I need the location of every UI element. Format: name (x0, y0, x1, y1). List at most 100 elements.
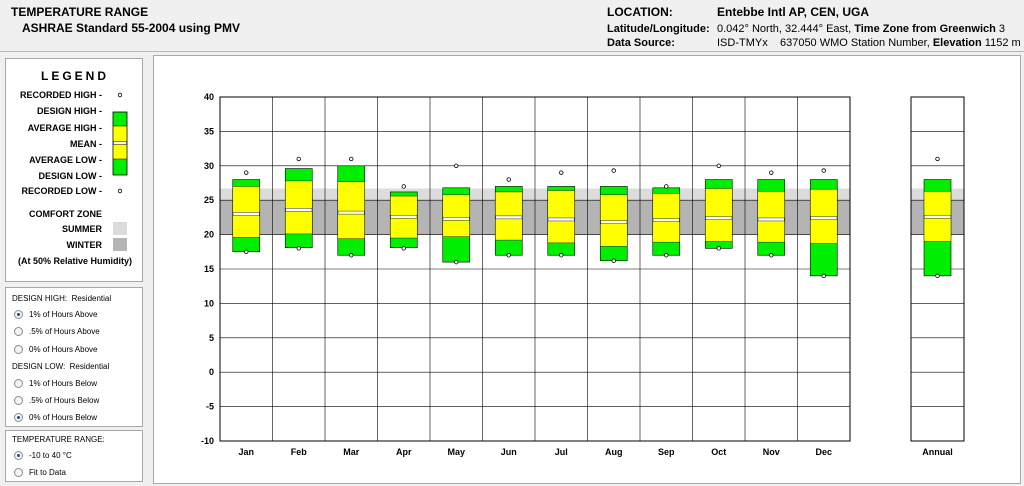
timezone-label: Time Zone from Greenwich (854, 23, 996, 35)
design-low-option-1[interactable]: 1% of Hours Below (14, 379, 97, 388)
legend-rh-note: (At 50% Relative Humidity) (17, 256, 133, 266)
y-tick-label: 10 (204, 298, 214, 308)
month-jan-average-range-bar (233, 186, 260, 238)
month-dec-recorded-low-dot (821, 273, 826, 279)
legend-mean-line (113, 141, 127, 145)
y-tick-label: 5 (209, 333, 214, 343)
month-nov-average-range-bar (758, 191, 785, 243)
legend-winter: WINTER (66, 240, 103, 250)
legend-recorded-low: RECORDED LOW - (21, 186, 103, 196)
month-sep-average-range-bar (653, 193, 680, 243)
month-feb-recorded-high-dot (296, 156, 301, 162)
month-jun-recorded-high-dot (506, 177, 511, 182)
radio-icon[interactable] (14, 379, 23, 388)
month-feb-average-range-bar (285, 180, 312, 234)
design-low-mode: Residential (69, 362, 110, 371)
month-jul-average-range-bar (548, 190, 575, 243)
legend-average-low: AVERAGE LOW - (29, 155, 102, 165)
month-apr-mean-line (390, 215, 418, 219)
radio-icon[interactable] (14, 468, 23, 477)
latlon-label: Latitude/Longitude: (607, 23, 710, 35)
radio-icon[interactable] (14, 345, 23, 354)
range-option-fixed[interactable]: -10 to 40 °C (14, 451, 72, 460)
month-apr-recorded-low-dot (401, 246, 406, 251)
month-jan-recorded-low-dot (244, 249, 249, 254)
month-dec-average-range-bar (810, 189, 837, 244)
legend-comfort-zone: COMFORT ZONE (29, 209, 102, 219)
x-tick-label: May (447, 447, 465, 457)
month-mar-average-range-bar (338, 181, 365, 239)
legend-average-high: AVERAGE HIGH - (27, 123, 102, 133)
x-tick-label: Sep (658, 447, 675, 457)
annual-mean-line (924, 215, 951, 219)
month-aug-mean-line (600, 220, 628, 224)
design-low-option-2[interactable]: .5% of Hours Below (14, 396, 99, 405)
month-dec-mean-line (810, 216, 838, 220)
x-tick-label: Jun (501, 447, 517, 457)
month-nov-recorded-low-dot (769, 253, 774, 258)
design-high-option-2[interactable]: .5% of Hours Above (14, 327, 100, 336)
elevation-value: 1152 m (984, 37, 1021, 49)
month-feb-mean-line (285, 208, 313, 212)
month-jul-recorded-low-dot (559, 253, 564, 258)
x-tick-label: Feb (291, 447, 308, 457)
source-label: Data Source: (607, 37, 675, 49)
x-tick-label: Nov (763, 447, 780, 457)
month-nov-mean-line (757, 217, 785, 222)
timezone-value: 3 (998, 23, 1006, 35)
month-may-mean-line (442, 217, 470, 221)
location-label: LOCATION: (607, 5, 673, 19)
range-option-fit[interactable]: Fit to Data (14, 468, 66, 477)
y-tick-label: 30 (204, 161, 214, 171)
range-heading: TEMPERATURE RANGE: (12, 435, 105, 444)
x-tick-label: Aug (605, 447, 623, 457)
legend-title: LEGEND (40, 69, 109, 83)
legend-summer-swatch (113, 222, 127, 235)
y-tick-label: 15 (204, 264, 214, 274)
page-title: TEMPERATURE RANGE (11, 5, 149, 19)
design-high-heading: DESIGN HIGH: Residential (12, 294, 112, 303)
legend-bar-icon (112, 92, 128, 194)
month-nov-recorded-high-dot (769, 170, 774, 175)
month-aug-average-range-bar (600, 194, 627, 247)
month-aug-recorded-low-dot (611, 258, 616, 263)
month-jan-recorded-high-dot (244, 170, 249, 175)
legend-panel: LEGEND RECORDED HIGH - DESIGN HIGH - AVE… (5, 58, 143, 282)
legend-design-low: DESIGN LOW - (38, 171, 103, 181)
source-value: ISD-TMYx (717, 37, 768, 49)
location-name: Entebbe Intl AP, CEN, UGA (717, 5, 870, 19)
source-line: ISD-TMYx 637050 WMO Station Number, Elev… (717, 37, 1021, 49)
month-feb-recorded-low-dot (296, 246, 301, 251)
annual-label: Annual (922, 447, 953, 457)
radio-selected-icon[interactable] (14, 310, 23, 319)
month-mar-mean-line (337, 210, 365, 215)
design-low-option-3[interactable]: 0% of Hours Below (14, 413, 97, 422)
annual-frame (910, 96, 965, 442)
month-jun-mean-line (495, 215, 523, 220)
temperature-range-chart: -10 -5 0 5 10 15 20 25 30 35 40 Jan Feb Mar Apr May Jun J… (201, 92, 965, 457)
y-tick-label: -10 (201, 436, 214, 446)
latlon-value: 0.042° North, 32.444° East, (717, 23, 852, 35)
y-tick-label: 25 (204, 195, 214, 205)
design-high-option-1[interactable]: 1% of Hours Above (14, 310, 97, 319)
x-tick-label: Jul (555, 447, 568, 457)
radio-icon[interactable] (14, 396, 23, 405)
month-may-recorded-high-dot (454, 163, 459, 168)
y-tick-label: 35 (204, 126, 214, 136)
latlon-line: 0.042° North, 32.444° East, Time Zone fr… (717, 23, 1005, 35)
header: TEMPERATURE RANGE ASHRAE Standard 55-200… (0, 0, 1024, 52)
legend-recorded-high-dot (117, 92, 123, 98)
x-tick-label: Oct (711, 447, 726, 457)
chart-panel: -10 -5 0 5 10 15 20 25 30 35 40 Jan Feb Mar Apr May Jun J… (153, 55, 1021, 484)
radio-selected-icon[interactable] (14, 413, 23, 422)
annual-recorded-high-dot (935, 156, 940, 162)
month-oct-recorded-low-dot (716, 246, 721, 251)
month-oct-recorded-high-dot (716, 163, 721, 168)
design-high-option-3[interactable]: 0% of Hours Above (14, 345, 97, 354)
month-jul-mean-line (547, 217, 575, 222)
radio-selected-icon[interactable] (14, 451, 23, 460)
month-jul-recorded-high-dot (559, 170, 564, 175)
design-low-heading: DESIGN LOW: Residential (12, 362, 110, 371)
radio-icon[interactable] (14, 327, 23, 336)
design-options-panel: DESIGN HIGH: Residential 1% of Hours Abo… (5, 287, 143, 427)
